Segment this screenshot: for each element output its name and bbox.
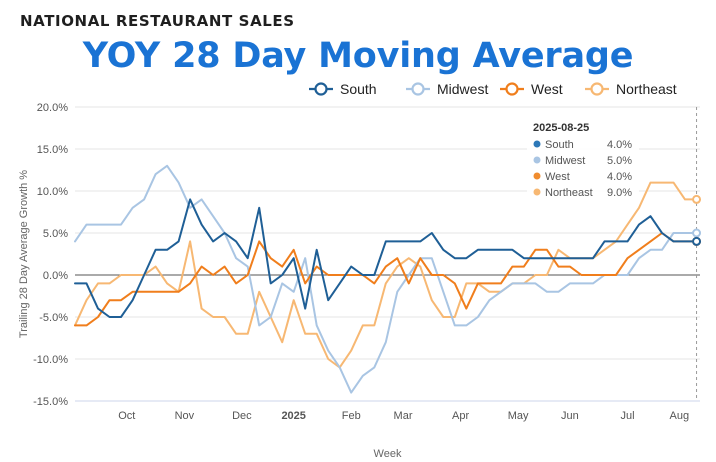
marker-south (692, 236, 702, 246)
tooltip-name: South (545, 139, 574, 151)
y-tick-label: -10.0% (33, 354, 68, 366)
tooltip-dot-west (533, 172, 541, 180)
x-tick-label: Apr (452, 410, 469, 422)
x-tick-label: Jun (561, 410, 579, 422)
legend-label: Midwest (437, 81, 488, 97)
x-tick-label: Aug (669, 410, 689, 422)
tooltip-dot-midwest (533, 156, 541, 164)
series-line-south (74, 198, 698, 318)
x-axis-title: Week (374, 448, 402, 460)
series-group (74, 164, 698, 394)
legend-item-northeast: Northeast (585, 81, 677, 97)
legend-marker (314, 82, 328, 96)
y-axis-title: Trailing 28 Day Average Growth % (18, 170, 30, 338)
y-axis-ticks: 20.0% 15.0% 10.0% 5.0% 0.0% -5.0% -10.0% -15.0% (33, 102, 68, 408)
x-tick-label: Oct (118, 410, 135, 422)
legend-label: West (531, 81, 563, 97)
tooltip-background (527, 116, 639, 206)
x-tick-label: Mar (394, 410, 413, 422)
tooltip: 2025-08-25 South 4.0% Midwest 5.0% West 4.0% N… (527, 116, 639, 206)
y-tick-label: 0.0% (43, 270, 68, 282)
x-tick-label: 2025 (281, 410, 305, 422)
y-tick-label: -15.0% (33, 396, 68, 408)
x-tick-label: May (508, 410, 529, 422)
chart-title: YOY 28 Day Moving Average (82, 36, 634, 76)
y-tick-label: -5.0% (39, 312, 68, 324)
x-tick-label: Dec (232, 410, 252, 422)
x-tick-label: Jul (620, 410, 634, 422)
tooltip-dot-northeast (533, 188, 541, 196)
series-line-west (74, 232, 698, 327)
y-tick-label: 20.0% (37, 102, 68, 114)
legend-item-south: South (309, 81, 377, 97)
y-tick-label: 15.0% (37, 144, 68, 156)
tooltip-value: 4.0% (607, 139, 632, 151)
chart-kicker: NATIONAL RESTAURANT SALES (20, 12, 295, 30)
tooltip-value: 5.0% (607, 155, 632, 167)
x-tick-label: Nov (175, 410, 195, 422)
legend: South Midwest West Northeast (309, 81, 677, 97)
y-tick-label: 5.0% (43, 228, 68, 240)
tooltip-value: 4.0% (607, 171, 632, 183)
tooltip-dot-south (533, 140, 541, 148)
tooltip-date: 2025-08-25 (533, 122, 589, 134)
legend-marker (505, 82, 519, 96)
legend-item-midwest: Midwest (406, 81, 488, 97)
hover-markers (692, 194, 702, 246)
tooltip-name: West (545, 171, 570, 183)
marker-midwest (692, 228, 702, 238)
tooltip-value: 9.0% (607, 187, 632, 199)
legend-item-west: West (500, 81, 563, 97)
legend-marker (590, 82, 604, 96)
y-tick-label: 10.0% (37, 186, 68, 198)
x-tick-label: Feb (342, 410, 361, 422)
tooltip-name: Midwest (545, 155, 585, 167)
tooltip-name: Northeast (545, 187, 593, 199)
series-line-midwest (74, 164, 698, 394)
legend-marker (411, 82, 425, 96)
marker-northeast (692, 194, 702, 204)
legend-label: Northeast (616, 81, 677, 97)
legend-label: South (340, 81, 377, 97)
x-axis-ticks: Oct Nov Dec 2025 Feb Mar Apr May Jun Jul Aug (118, 410, 689, 422)
